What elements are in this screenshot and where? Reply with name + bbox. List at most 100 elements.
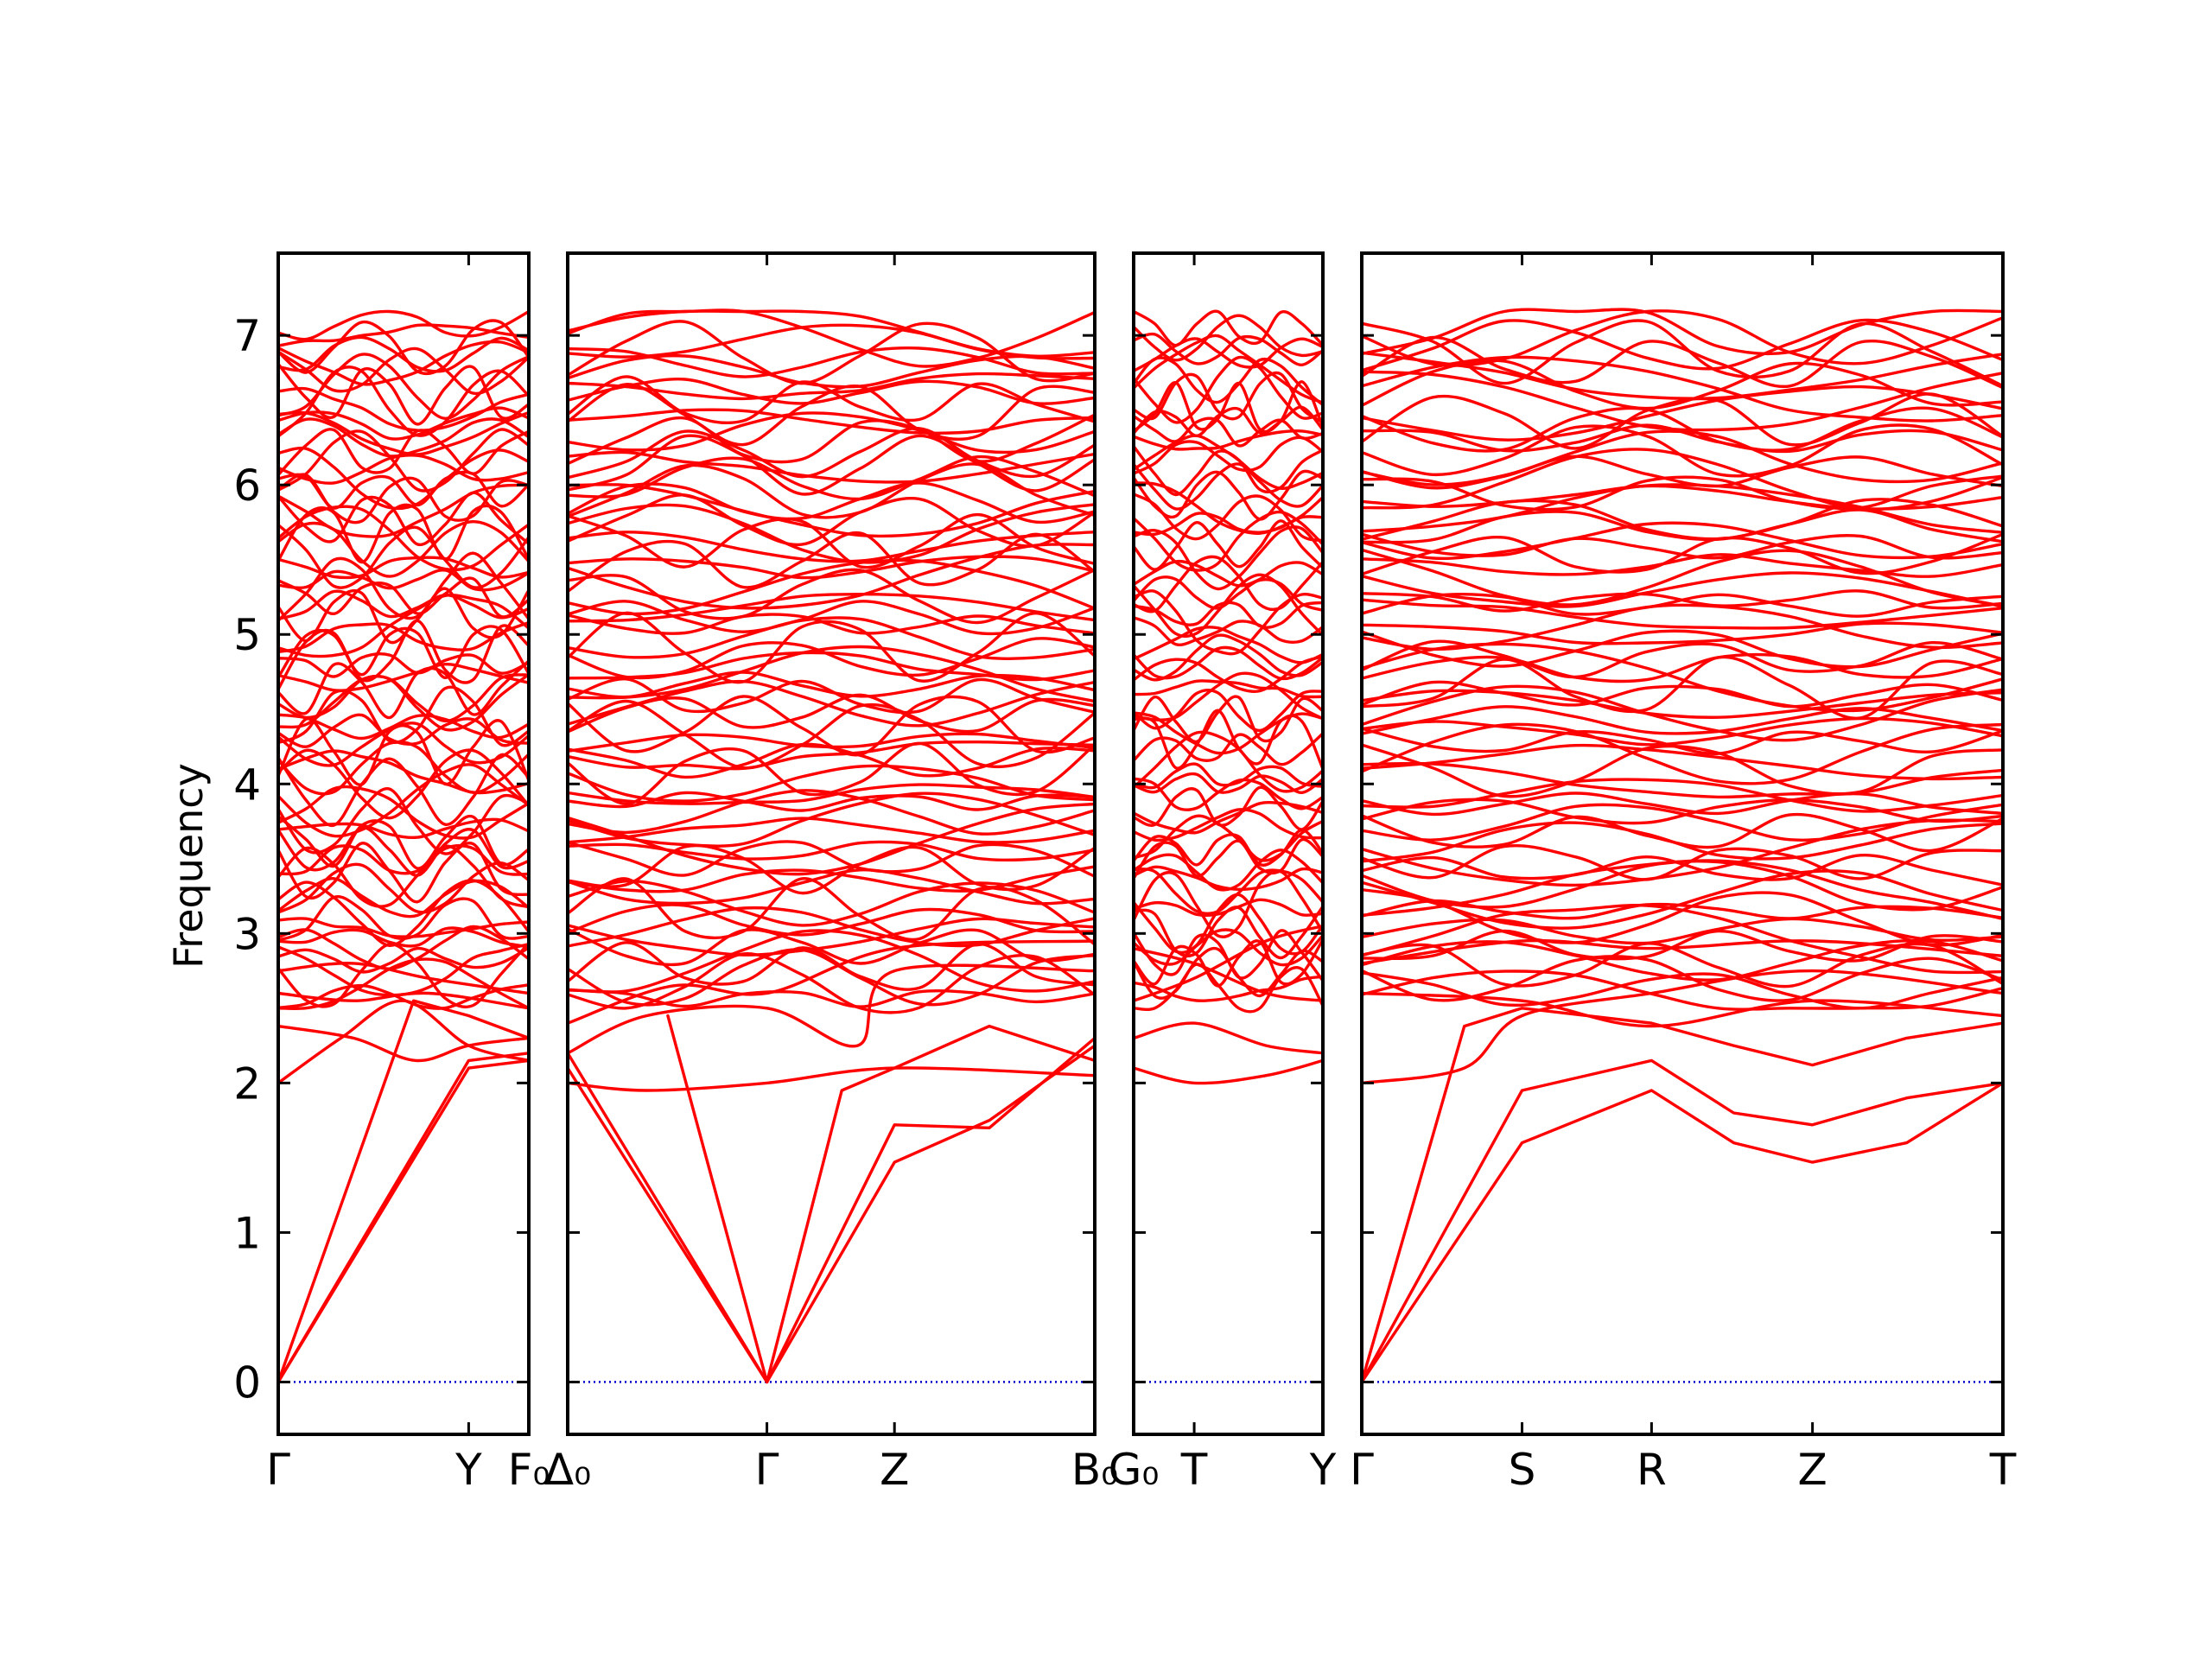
phonon-band	[566, 941, 1096, 991]
phonon-band	[276, 551, 531, 622]
phonon-band	[1360, 743, 2005, 798]
phonon-band	[1360, 778, 2005, 813]
phonon-band	[1132, 462, 1325, 511]
phonon-band	[1360, 571, 2005, 608]
phonon-band	[1360, 308, 2005, 356]
phonon-band	[1360, 406, 2005, 453]
phonon-band	[566, 375, 1096, 424]
phonon-band	[276, 410, 531, 456]
y-tick-label: 0	[233, 1357, 261, 1408]
y-tick-label: 5	[233, 610, 261, 660]
phonon-band	[1132, 633, 1325, 682]
phonon-band	[1360, 680, 2005, 709]
acoustic-band	[765, 1036, 1096, 1384]
phonon-band	[1132, 510, 1325, 572]
phonon-band	[1360, 392, 2005, 450]
phonon-band	[276, 428, 531, 477]
phonon-band	[1132, 1021, 1325, 1055]
phonon-band	[566, 531, 1096, 594]
phonon-band	[1360, 521, 2005, 561]
phonon-band	[1360, 955, 2005, 1002]
phonon-band	[1360, 727, 2005, 755]
panel-frame	[1360, 251, 2005, 1436]
phonon-band	[1360, 818, 2005, 887]
phonon-band	[1132, 309, 1325, 347]
phonon-band	[276, 962, 531, 995]
phonon-band	[566, 378, 1096, 405]
phonon-band	[1132, 732, 1325, 766]
x-tick-label: Γ	[266, 1445, 290, 1495]
phonon-band	[1360, 370, 2005, 432]
phonon-band	[276, 576, 531, 619]
phonon-band	[1360, 716, 2005, 747]
phonon-band	[566, 840, 1096, 878]
phonon-band	[1132, 575, 1325, 612]
x-tick-label: G₀	[1109, 1445, 1160, 1495]
x-tick-label: Δ₀	[544, 1445, 591, 1495]
phonon-band	[566, 383, 1096, 447]
phonon-band	[276, 589, 531, 620]
panel-3: G₀ T Y	[1109, 251, 1337, 1495]
acoustic-band	[1360, 1081, 2005, 1384]
phonon-band	[276, 620, 531, 654]
phonon-band	[1132, 616, 1325, 646]
phonon-band	[1360, 309, 2005, 367]
phonon-band	[566, 613, 1096, 635]
phonon-band	[566, 948, 1096, 1007]
phonon-band	[1132, 435, 1325, 475]
phonon-band	[1132, 356, 1325, 407]
phonon-band	[566, 740, 1096, 771]
phonon-band	[1360, 812, 2005, 853]
phonon-band	[1132, 1058, 1325, 1085]
phonon-band	[1132, 946, 1325, 1002]
phonon-band	[276, 843, 531, 876]
phonon-band	[1360, 761, 2005, 799]
phonon-band	[1132, 730, 1325, 793]
x-tick-label: R	[1637, 1445, 1667, 1495]
phonon-band	[276, 523, 531, 589]
phonon-band	[566, 308, 1096, 368]
phonon-band	[566, 616, 1096, 660]
phonon-band	[1132, 469, 1325, 521]
x-tick-label: F₀	[508, 1445, 550, 1495]
phonon-band	[1132, 314, 1325, 362]
phonon-band	[1132, 671, 1325, 721]
panel-2: Δ₀ Γ Z B₀	[544, 251, 1118, 1495]
phonon-band	[566, 592, 1096, 623]
phonon-band	[1360, 844, 2005, 881]
phonon-band	[566, 450, 1096, 484]
phonon-band	[566, 695, 1096, 757]
phonon-band	[1360, 791, 2005, 817]
phonon-band	[566, 454, 1096, 501]
phonon-band	[1132, 371, 1325, 424]
phonon-band	[1132, 429, 1325, 451]
phonon-band	[1360, 689, 2005, 719]
phonon-band	[1132, 519, 1325, 571]
phonon-band	[276, 941, 531, 1009]
phonon-band	[1132, 559, 1325, 588]
x-tick-label: Y	[454, 1445, 482, 1495]
acoustic-band	[1360, 1007, 2005, 1384]
phonon-band	[566, 952, 1096, 1014]
phonon-band	[1360, 803, 2005, 842]
phonon-band	[276, 491, 531, 547]
phonon-band	[276, 713, 531, 741]
phonon-band	[566, 671, 1096, 699]
phonon-band	[276, 942, 531, 997]
phonon-band	[1132, 355, 1325, 424]
phonon-band	[276, 662, 531, 692]
phonon-band	[276, 926, 531, 949]
y-tick-label: 7	[233, 311, 261, 361]
phonon-band	[1132, 828, 1325, 867]
phonon-band	[1132, 898, 1325, 918]
panel-frame	[276, 251, 531, 1436]
phonon-band	[1360, 603, 2005, 652]
phonon-band	[1360, 938, 2005, 965]
phonon-band	[566, 555, 1096, 580]
phonon-band	[566, 434, 1096, 496]
phonon-band	[566, 817, 1096, 844]
phonon-band	[276, 505, 531, 572]
phonon-band	[1360, 860, 2005, 912]
x-tick-label: S	[1509, 1445, 1536, 1495]
